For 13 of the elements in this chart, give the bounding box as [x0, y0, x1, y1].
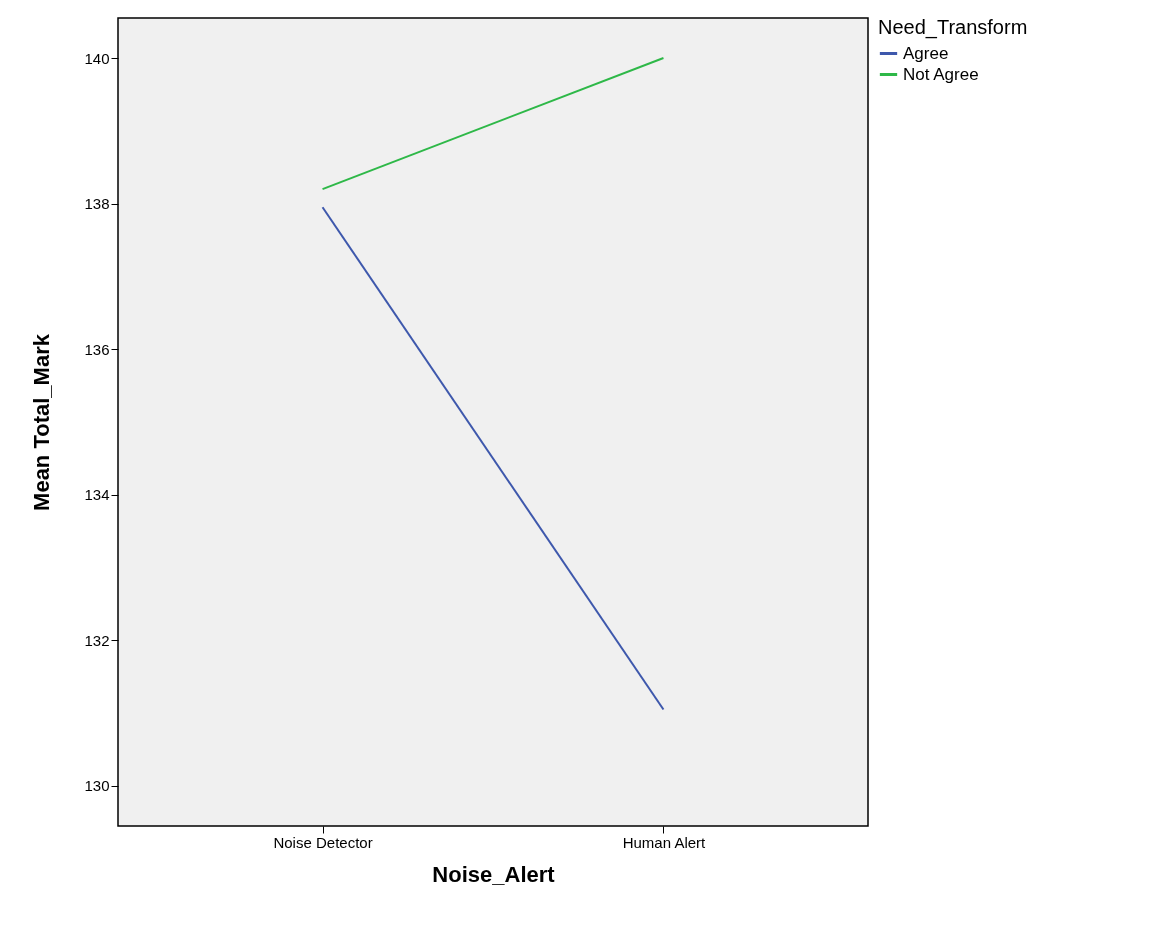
- legend-title: Need_Transform: [878, 16, 1028, 39]
- legend-label: Not Agree: [903, 64, 979, 84]
- legend-label: Agree: [903, 43, 949, 63]
- y-tick-label: 132: [84, 631, 110, 649]
- x-tick-label: Human Alert: [622, 833, 707, 851]
- x-axis-title: Noise_Alert: [432, 861, 556, 887]
- x-tick-label: Noise Detector: [273, 833, 373, 851]
- y-tick-label: 140: [84, 49, 110, 67]
- y-axis-title: Mean Total_Mark: [29, 333, 55, 511]
- y-tick-label: 130: [84, 777, 110, 795]
- y-tick-label: 138: [84, 195, 110, 213]
- y-tick-label: 134: [84, 486, 110, 504]
- y-tick-label: 136: [84, 340, 110, 358]
